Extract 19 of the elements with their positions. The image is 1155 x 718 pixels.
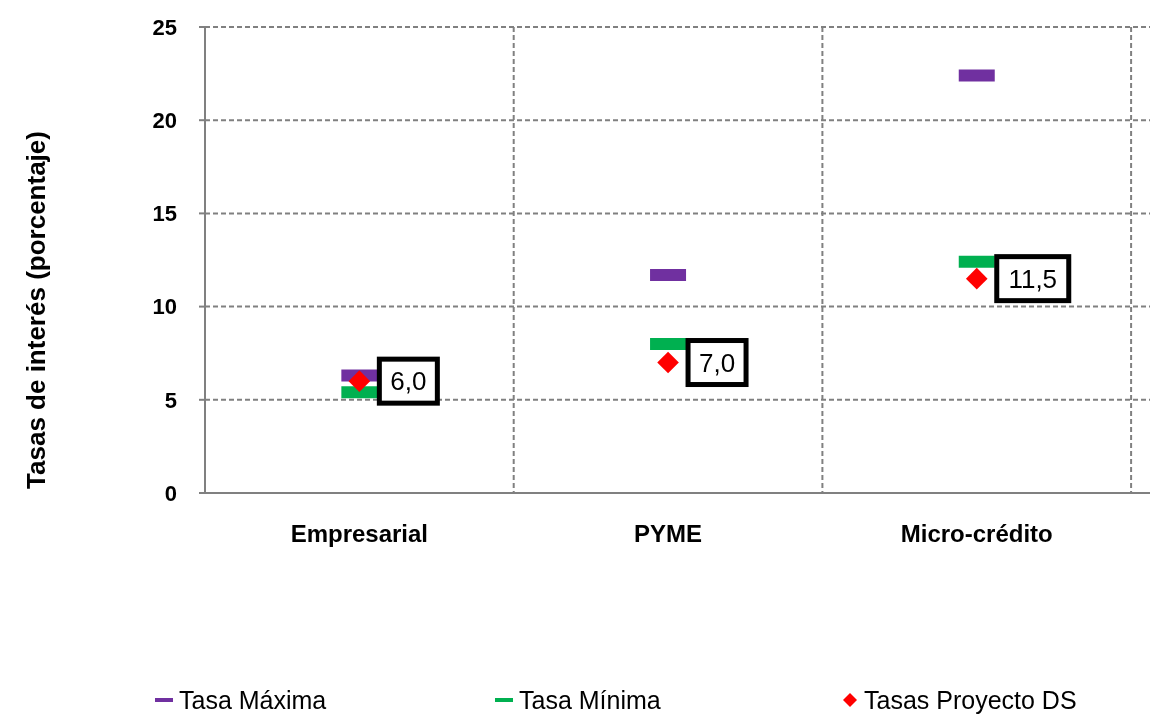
y-tick-label: 15 [152, 201, 177, 227]
data-label: 11,5 [1008, 263, 1058, 294]
y-tick-label: 5 [164, 387, 177, 413]
legend-label: Tasas Proyecto DS [864, 685, 1077, 714]
data-label: 6,0 [390, 366, 427, 397]
x-tick-label: Micro-crédito [900, 520, 1053, 547]
data-label: 7,0 [698, 347, 736, 378]
y-axis-title: Tasas de interés (porcentaje) [21, 131, 51, 489]
point [965, 267, 988, 290]
y-tick-label: 10 [152, 294, 177, 320]
y-tick-label: 25 [152, 14, 177, 40]
legend-label: Tasa Mínima [519, 685, 661, 714]
point [348, 370, 371, 392]
x-tick-label: Empresarial [290, 520, 429, 547]
point [657, 351, 679, 374]
y-tick-label: 0 [164, 480, 177, 506]
y-tick-label: 20 [152, 107, 177, 133]
legend-label: Tasa Máxima [179, 685, 327, 714]
x-tick-label: PYME [634, 520, 703, 547]
